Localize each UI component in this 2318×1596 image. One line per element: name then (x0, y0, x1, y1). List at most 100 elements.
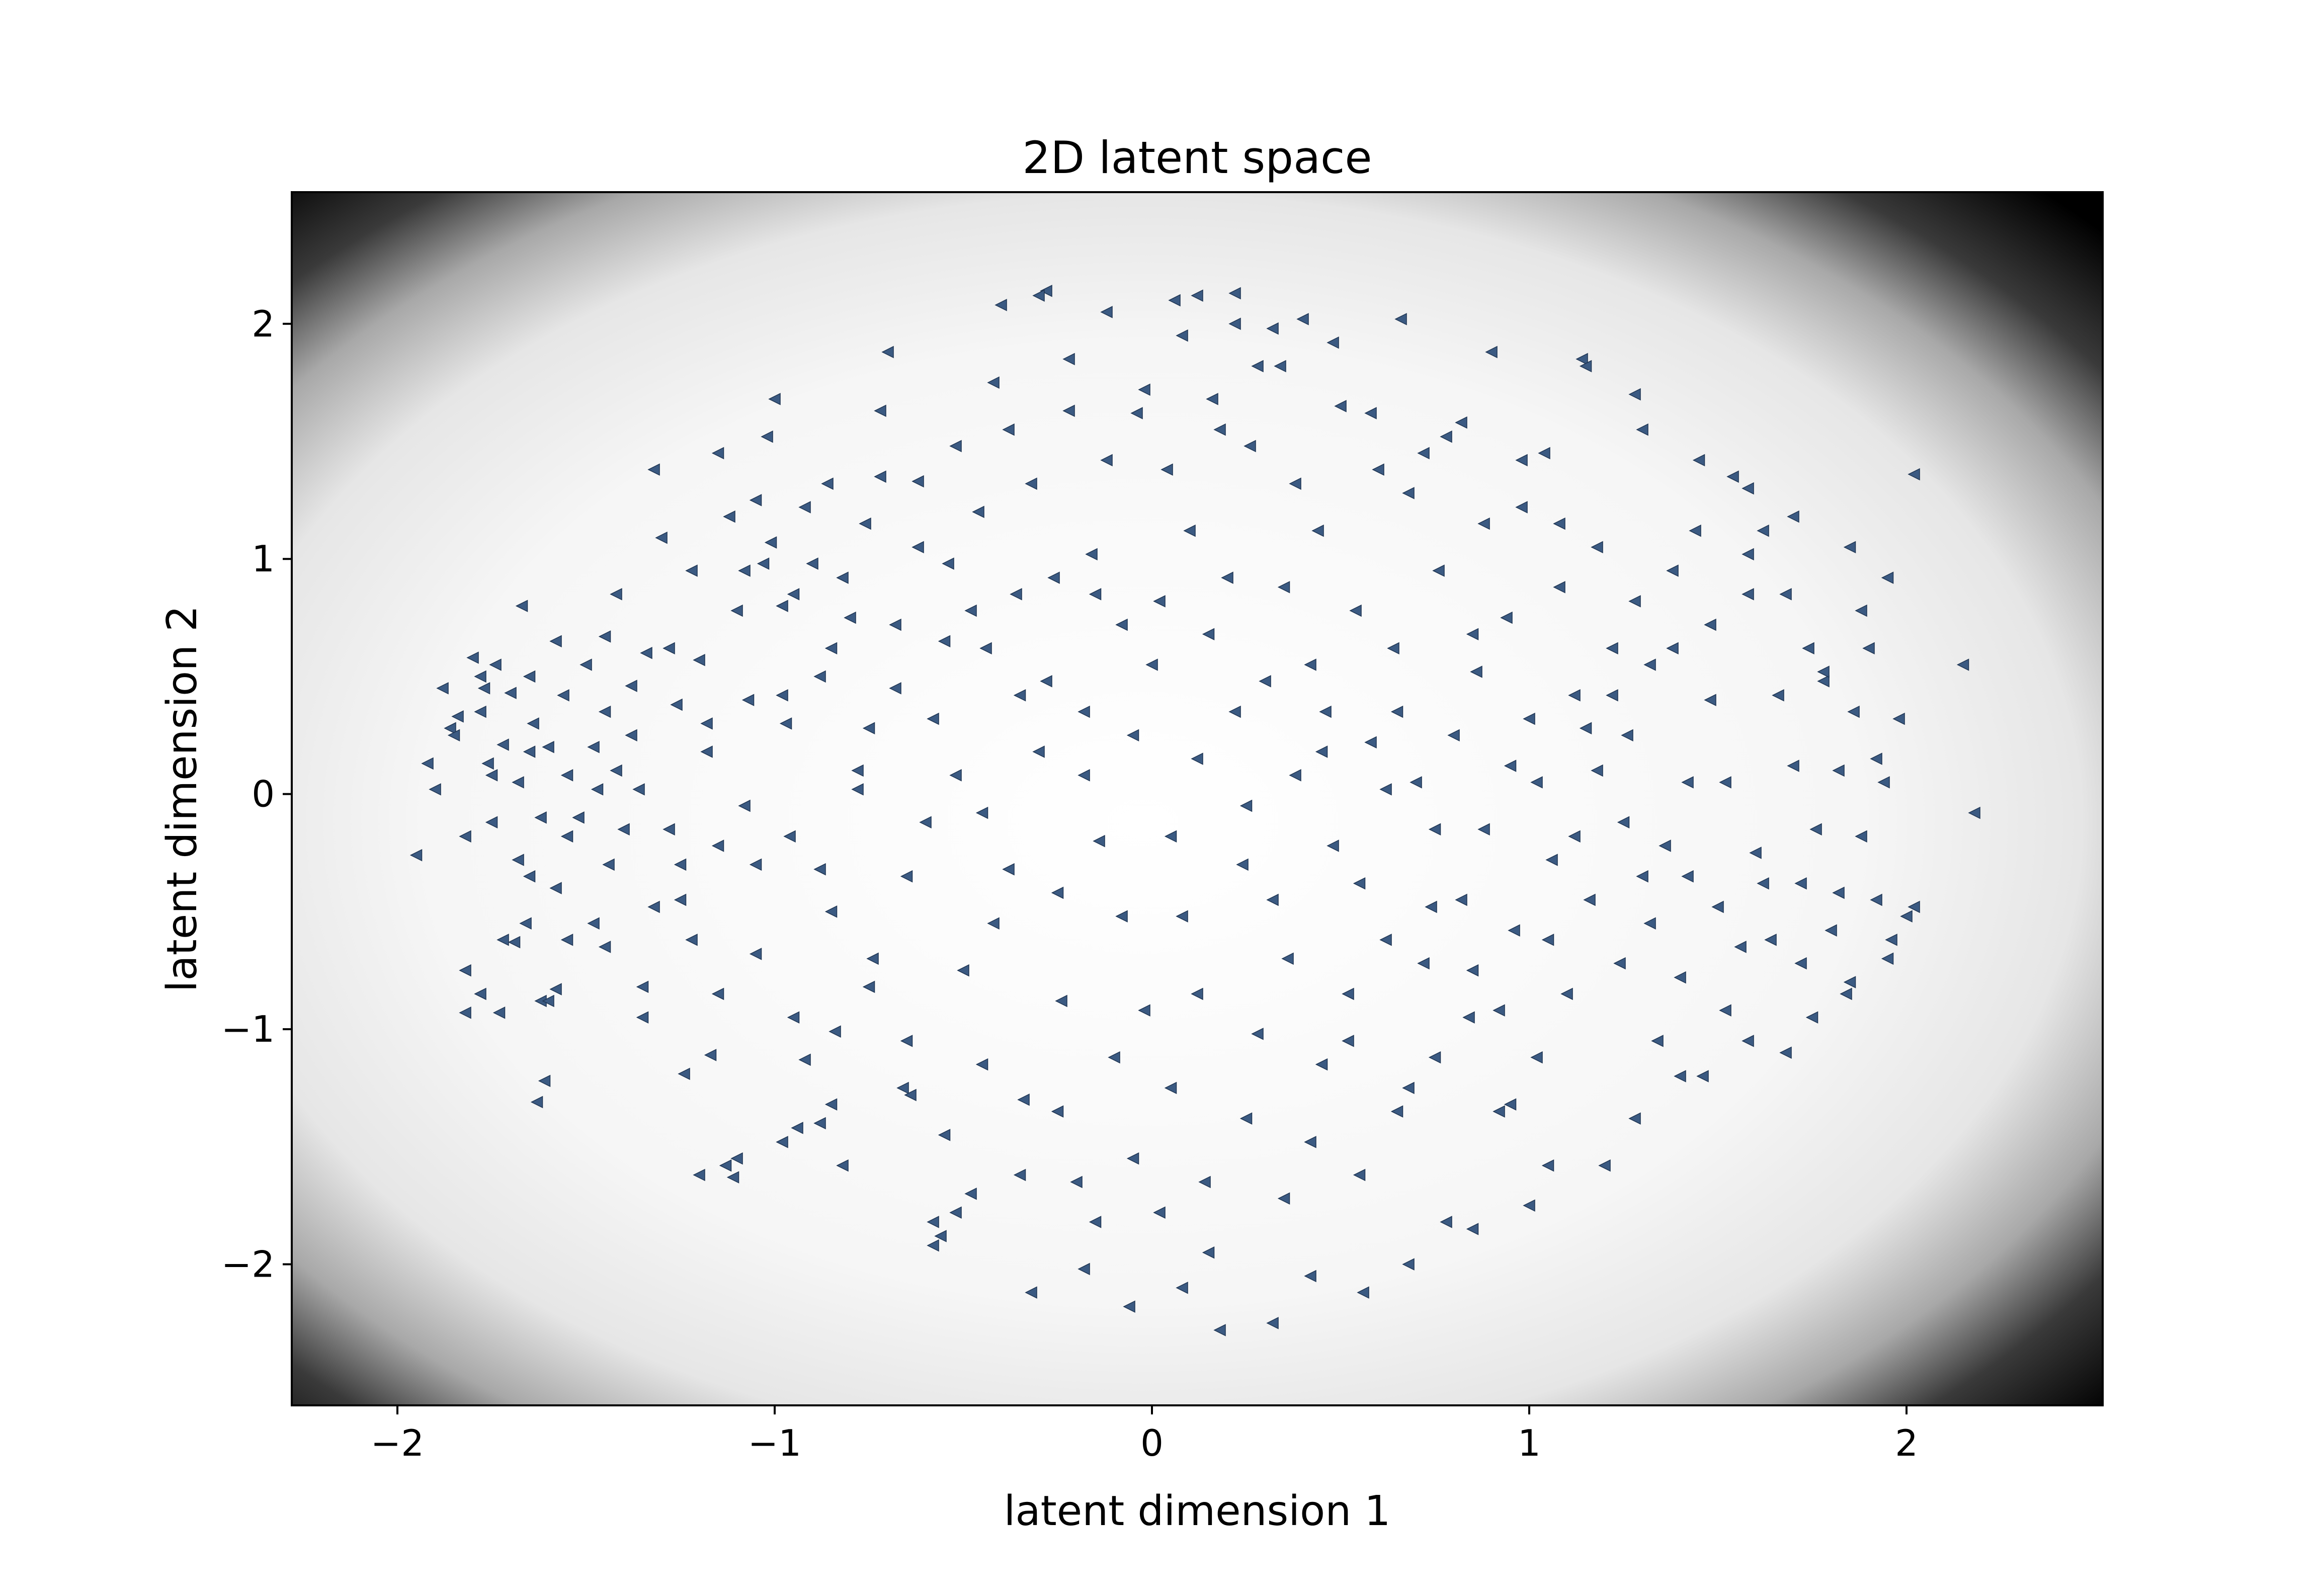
data-point (1674, 971, 1686, 984)
data-point (538, 1074, 551, 1087)
data-point (1342, 1035, 1354, 1047)
data-point (1353, 877, 1366, 890)
data-point (1239, 1112, 1253, 1125)
chart-title: 2D latent space (1022, 132, 1372, 184)
data-point (783, 830, 796, 843)
data-point (738, 799, 751, 812)
data-point (560, 830, 573, 843)
data-point (726, 1171, 739, 1184)
data-point (1666, 642, 1679, 655)
data-point (1115, 618, 1128, 631)
data-point (1870, 752, 1882, 765)
data-point (1013, 689, 1026, 702)
data-point (1078, 705, 1090, 718)
data-point (1621, 729, 1633, 742)
data-point (1191, 289, 1203, 302)
data-point (749, 494, 762, 507)
x-tick-label: 0 (1140, 1422, 1164, 1464)
data-point (587, 740, 600, 753)
data-point (1855, 604, 1867, 617)
data-point (1742, 1035, 1754, 1047)
data-point (1168, 294, 1181, 307)
data-point (1164, 830, 1177, 843)
data-point (1493, 1105, 1505, 1118)
data-point (768, 393, 781, 405)
data-point (1221, 571, 1233, 584)
data-point (1636, 870, 1648, 883)
data-point (466, 651, 479, 664)
data-point (1462, 1011, 1475, 1024)
data-point (429, 783, 441, 796)
data-point (477, 682, 490, 695)
data-point (512, 854, 524, 866)
data-point (1870, 893, 1882, 906)
data-point (447, 729, 460, 742)
data-point (1202, 1246, 1215, 1259)
data-point (1032, 745, 1045, 758)
data-point (1390, 705, 1403, 718)
data-point (1289, 769, 1301, 782)
data-point (1681, 776, 1694, 789)
data-point (719, 1159, 732, 1172)
data-point (1742, 548, 1754, 561)
data-point (1202, 628, 1215, 641)
data-point (791, 1122, 803, 1134)
x-tick-label: −1 (748, 1422, 801, 1464)
y-tick-label: 2 (252, 303, 275, 345)
data-point (1817, 675, 1830, 688)
data-point (523, 670, 536, 683)
data-point (1432, 564, 1445, 577)
y-tick-label: 0 (252, 773, 275, 815)
data-point (1843, 976, 1856, 988)
data-point (730, 604, 743, 617)
data-point (1115, 910, 1128, 922)
data-point (704, 1049, 717, 1061)
data-point (730, 1152, 743, 1165)
data-point (1259, 675, 1271, 688)
y-tick-label: −1 (221, 1008, 275, 1050)
data-point (1794, 957, 1807, 970)
data-point (949, 769, 962, 782)
data-point (632, 783, 645, 796)
data-point (1130, 407, 1143, 419)
data-points (409, 285, 1980, 1336)
data-point (1617, 816, 1630, 828)
data-point (674, 893, 687, 906)
data-point (560, 769, 573, 782)
data-point (995, 299, 1007, 311)
data-point (1742, 588, 1754, 601)
data-point (1402, 1081, 1415, 1095)
data-point (824, 1098, 838, 1111)
data-point (1164, 1081, 1177, 1095)
data-point (1274, 360, 1286, 373)
data-point (1515, 454, 1528, 467)
data-point (1440, 1216, 1452, 1228)
data-point (625, 729, 637, 742)
data-point (1266, 1317, 1279, 1329)
data-point (1719, 1004, 1731, 1017)
data-point (821, 477, 834, 490)
data-point (636, 1011, 649, 1024)
data-point (549, 983, 562, 995)
data-point (1251, 1028, 1264, 1040)
data-point (421, 757, 434, 770)
data-point (862, 980, 875, 993)
data-point (1239, 799, 1253, 812)
data-point (1304, 1136, 1316, 1148)
data-point (508, 936, 521, 949)
data-point (655, 531, 668, 544)
data-point (678, 1067, 690, 1080)
data-point (1659, 839, 1671, 852)
data-point (459, 830, 471, 843)
data-point (787, 588, 800, 601)
data-point (1228, 705, 1241, 718)
data-point (738, 564, 751, 577)
data-point (1191, 987, 1203, 1000)
data-point (1787, 760, 1799, 772)
data-point (1002, 863, 1015, 876)
data-point (647, 900, 660, 913)
data-point (749, 858, 762, 871)
data-point (542, 740, 554, 753)
data-point (663, 642, 675, 655)
data-point (934, 1230, 947, 1242)
